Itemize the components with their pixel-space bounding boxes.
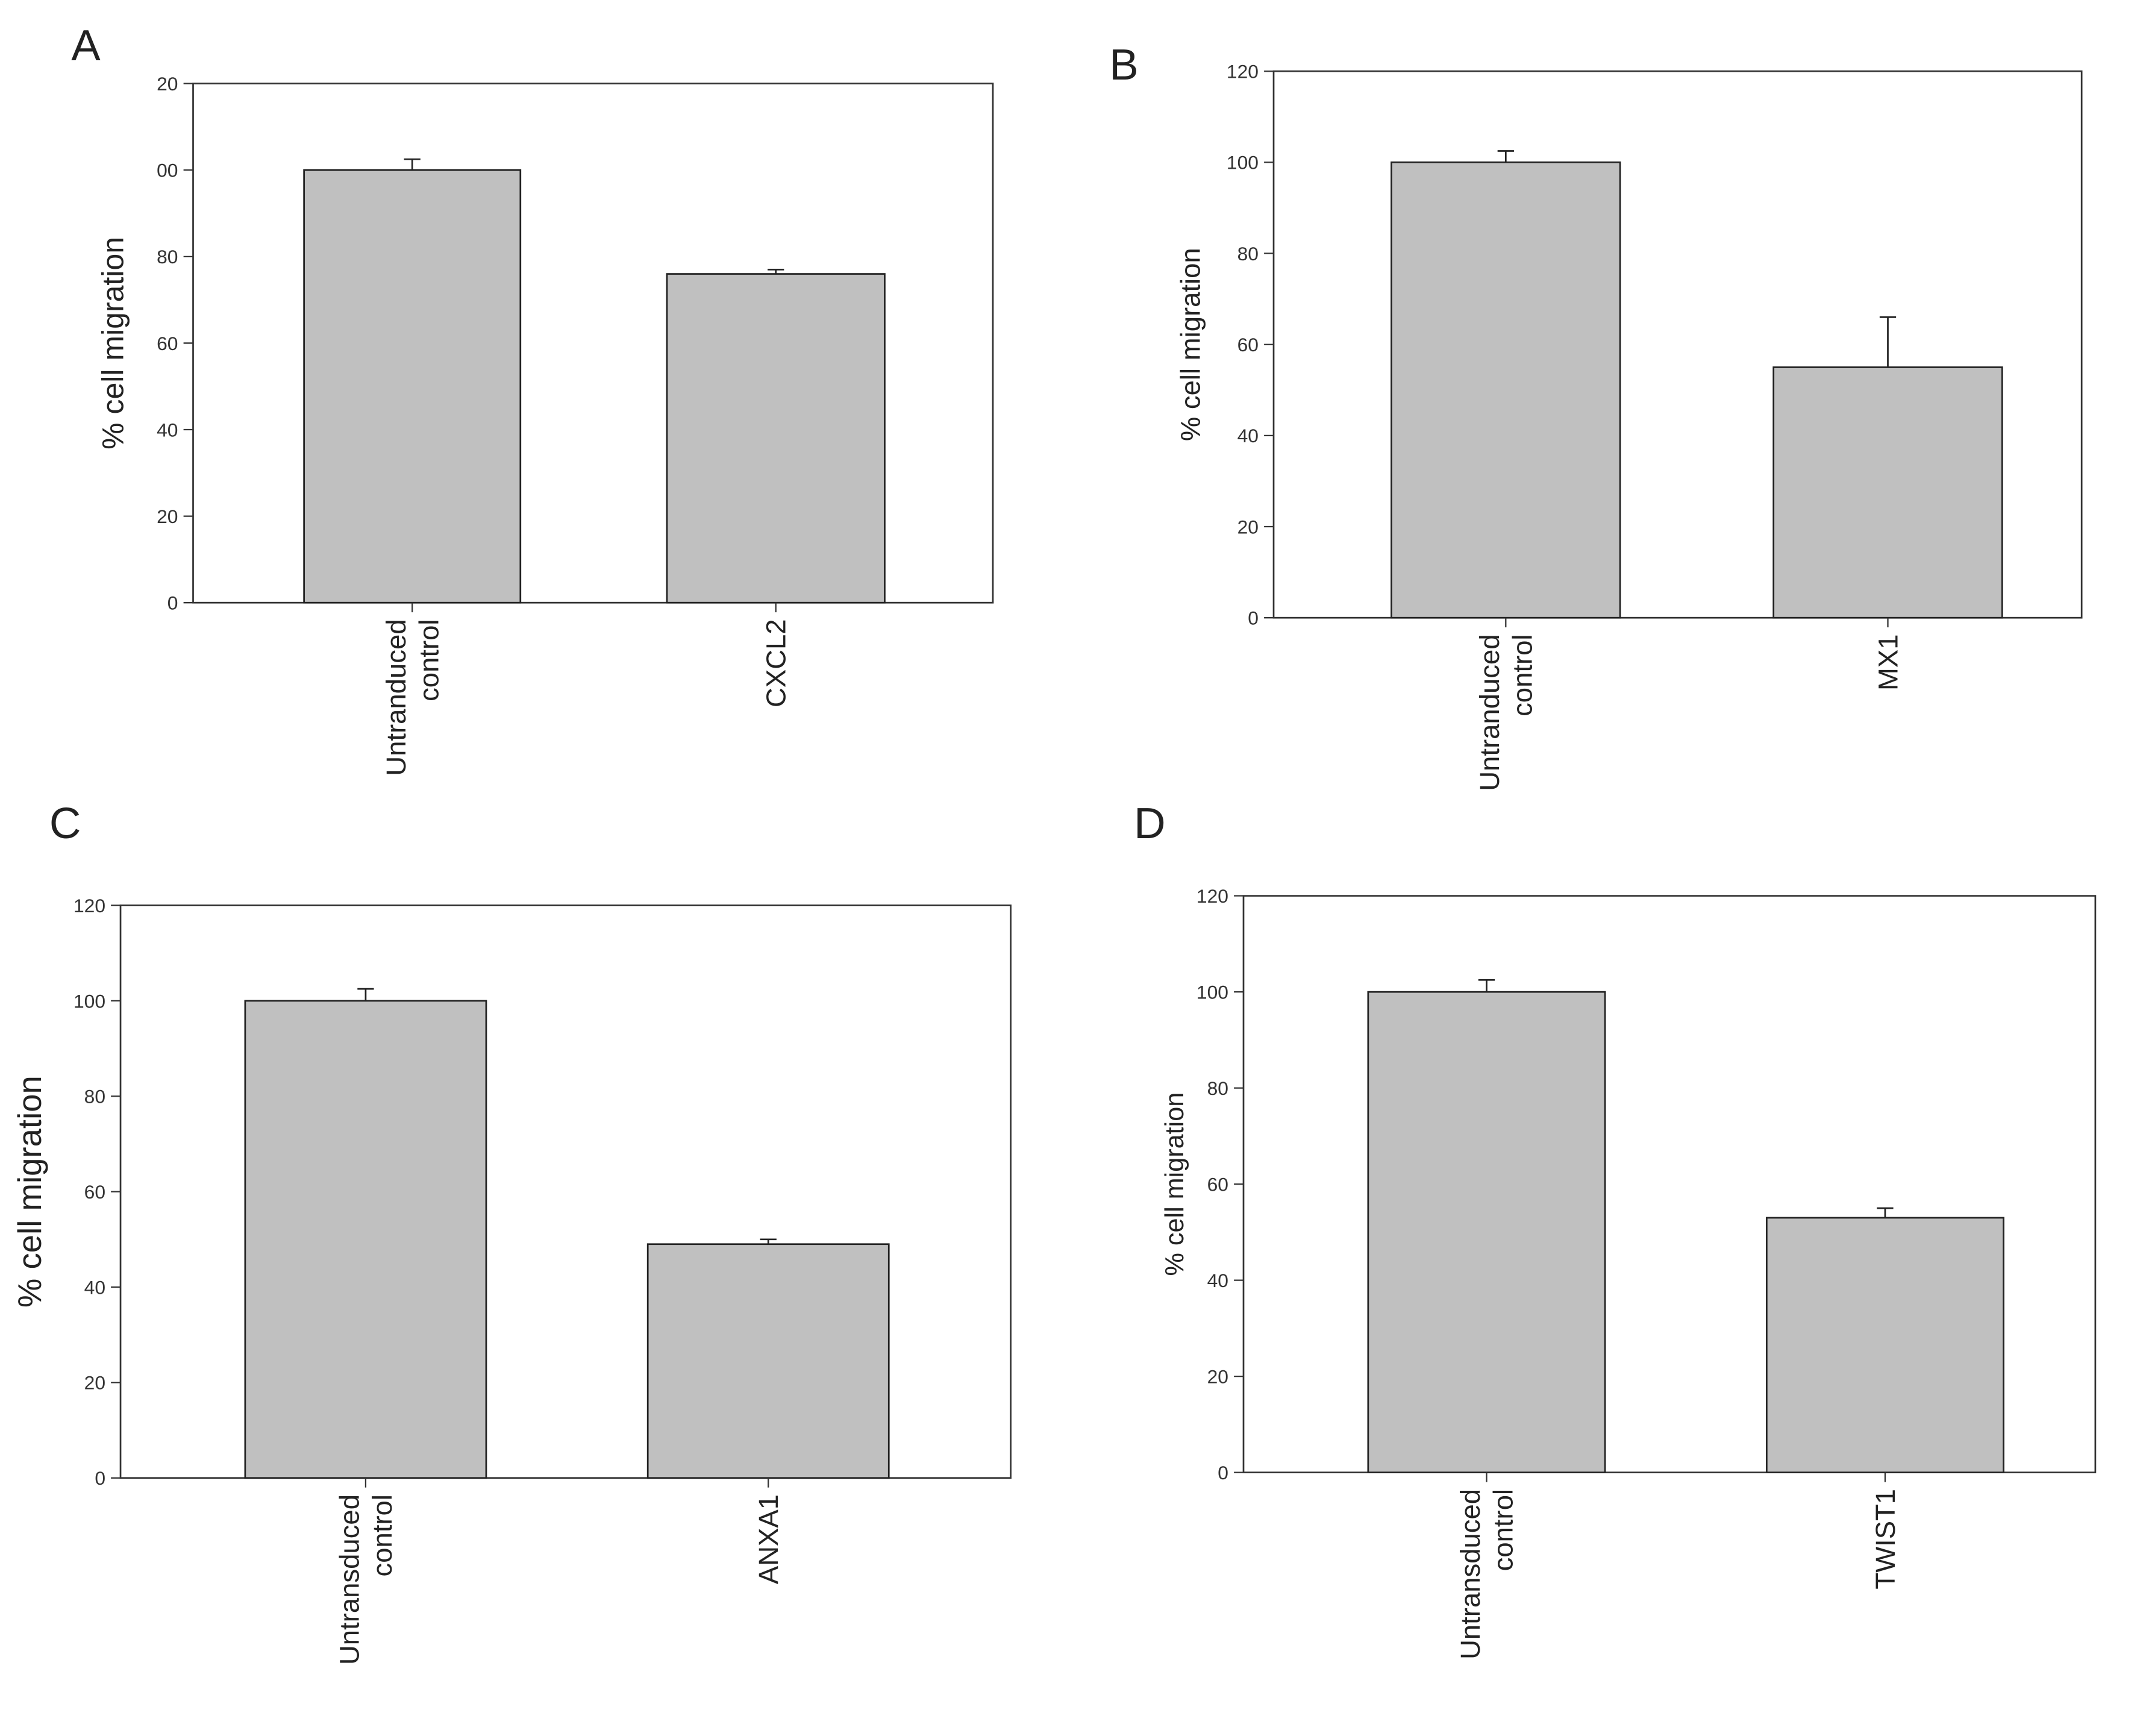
error-bar bbox=[1497, 150, 1514, 163]
y-tick-label: 00 bbox=[157, 160, 178, 181]
bar bbox=[1391, 161, 1621, 619]
y-tick-label: 60 bbox=[157, 333, 178, 354]
bar bbox=[1765, 1217, 2004, 1473]
y-axis-label: % cell migration bbox=[1160, 1092, 1189, 1276]
x-tick-label: CXCL2 bbox=[761, 619, 792, 707]
y-tick-label: 100 bbox=[1227, 152, 1259, 174]
y-tick-label: 0 bbox=[1218, 1462, 1228, 1484]
y-tick-label: 80 bbox=[84, 1086, 105, 1108]
y-tick-label: 100 bbox=[1197, 982, 1228, 1003]
y-tick-label: 0 bbox=[167, 592, 178, 614]
y-tick-label: 20 bbox=[157, 506, 178, 527]
x-tick-label: ANXA1 bbox=[753, 1494, 784, 1584]
y-axis-label: % cell migration bbox=[96, 237, 130, 450]
x-tick-label: control bbox=[1488, 1489, 1519, 1571]
plot-frame bbox=[1272, 70, 2083, 619]
y-tick-label: 40 bbox=[84, 1276, 105, 1298]
y-tick-label: 60 bbox=[1207, 1174, 1228, 1195]
y-axis-label: % cell migration bbox=[1175, 248, 1206, 441]
y-tick-label: 20 bbox=[84, 1372, 105, 1394]
error-bar bbox=[357, 988, 374, 1001]
y-tick-label: 60 bbox=[1237, 334, 1259, 356]
y-tick-label: 100 bbox=[74, 990, 105, 1012]
x-tick-label: MX1 bbox=[1872, 634, 1903, 690]
error-bar bbox=[768, 269, 784, 274]
x-tick-label: Untransduced bbox=[334, 1494, 365, 1665]
bar bbox=[666, 273, 886, 604]
x-tick-label: control bbox=[367, 1494, 398, 1576]
bar bbox=[244, 1000, 487, 1479]
x-tick-label: control bbox=[1507, 634, 1538, 716]
y-tick-label: 40 bbox=[1237, 425, 1259, 447]
y-tick-label: 0 bbox=[95, 1467, 105, 1489]
y-tick-label: 80 bbox=[157, 246, 178, 268]
x-tick-label: Untranduced bbox=[381, 619, 411, 776]
panel-letter: A bbox=[71, 21, 101, 70]
y-tick-label: 120 bbox=[1227, 61, 1259, 83]
panel-letter: B bbox=[1109, 40, 1139, 89]
error-bar bbox=[1879, 316, 1897, 368]
y-tick-label: 20 bbox=[157, 73, 178, 95]
bar bbox=[303, 169, 522, 604]
bar bbox=[1367, 991, 1606, 1473]
y-tick-label: 60 bbox=[84, 1181, 105, 1203]
x-tick-label: Untranduced bbox=[1474, 634, 1505, 791]
y-tick-label: 80 bbox=[1207, 1077, 1228, 1099]
error-bar bbox=[404, 158, 421, 171]
y-tick-label: 20 bbox=[1237, 516, 1259, 537]
panel-letter: C bbox=[49, 799, 81, 848]
bar bbox=[1772, 366, 2003, 619]
y-axis-label: % cell migration bbox=[11, 1076, 48, 1308]
error-bar bbox=[1478, 979, 1495, 992]
x-tick-label: control bbox=[413, 619, 444, 701]
y-tick-label: 0 bbox=[1248, 607, 1259, 629]
y-tick-label: 120 bbox=[1197, 885, 1228, 907]
y-tick-label: 80 bbox=[1237, 243, 1259, 265]
y-tick-label: 20 bbox=[1207, 1366, 1228, 1388]
panel-letter: D bbox=[1134, 799, 1166, 848]
y-tick-label: 120 bbox=[74, 895, 105, 917]
error-bar bbox=[1877, 1207, 1894, 1218]
x-tick-label: Untransduced bbox=[1455, 1489, 1486, 1659]
bar bbox=[646, 1243, 890, 1479]
error-bar bbox=[760, 1238, 777, 1244]
y-tick-label: 40 bbox=[1207, 1270, 1228, 1291]
y-tick-label: 40 bbox=[157, 419, 178, 440]
x-tick-label: TWIST1 bbox=[1870, 1489, 1901, 1590]
